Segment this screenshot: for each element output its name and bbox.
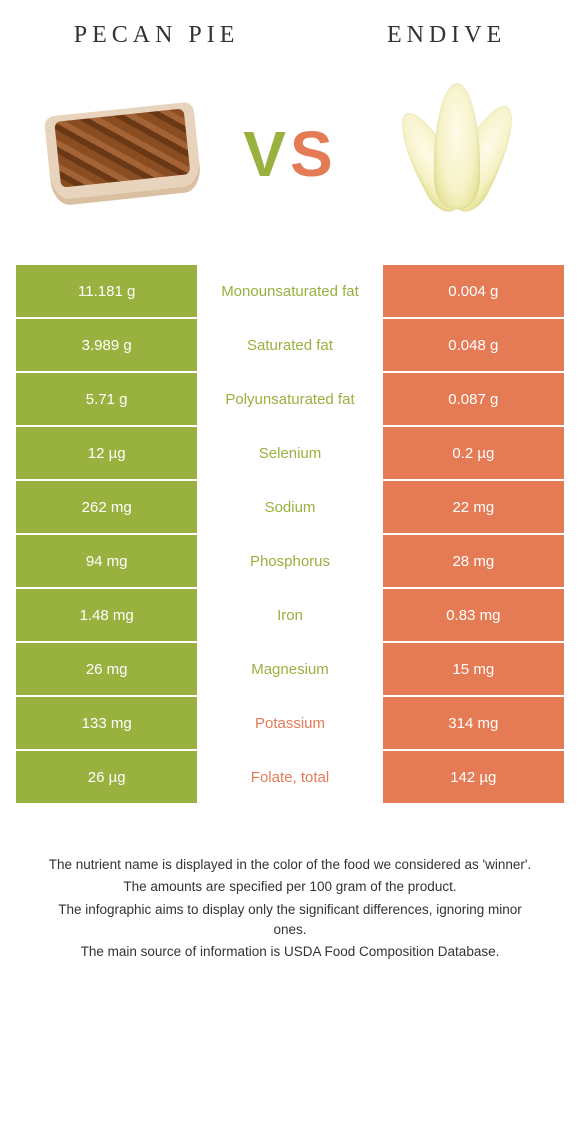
table-row: 12 µgSelenium0.2 µg (16, 427, 564, 481)
right-value: 0.087 g (383, 373, 564, 425)
left-value: 26 mg (16, 643, 199, 695)
vs-v: V (243, 118, 290, 190)
right-food-image (372, 69, 542, 239)
right-value: 22 mg (383, 481, 564, 533)
table-row: 94 mgPhosphorus28 mg (16, 535, 564, 589)
left-value: 12 µg (16, 427, 199, 479)
left-value: 94 mg (16, 535, 199, 587)
nutrient-label: Iron (199, 589, 382, 641)
table-row: 26 mgMagnesium15 mg (16, 643, 564, 697)
nutrition-table: 11.181 gMonounsaturated fat0.004 g3.989 … (16, 263, 564, 805)
table-row: 262 mgSodium22 mg (16, 481, 564, 535)
nutrient-label: Selenium (199, 427, 382, 479)
footnote-line: The nutrient name is displayed in the co… (40, 855, 540, 875)
right-value: 142 µg (383, 751, 564, 803)
nutrient-label: Phosphorus (199, 535, 382, 587)
titles-row: Pecan pie Endive (0, 0, 580, 59)
footnotes: The nutrient name is displayed in the co… (0, 805, 580, 964)
vs-label: VS (243, 117, 336, 191)
endive-icon (382, 79, 532, 229)
left-value: 5.71 g (16, 373, 199, 425)
right-value: 15 mg (383, 643, 564, 695)
left-value: 11.181 g (16, 265, 199, 317)
nutrient-label: Folate, total (199, 751, 382, 803)
table-row: 5.71 gPolyunsaturated fat0.087 g (16, 373, 564, 427)
footnote-line: The amounts are specified per 100 gram o… (40, 877, 540, 897)
footnote-line: The main source of information is USDA F… (40, 942, 540, 962)
right-value: 0.048 g (383, 319, 564, 371)
left-value: 26 µg (16, 751, 199, 803)
right-value: 28 mg (383, 535, 564, 587)
table-row: 3.989 gSaturated fat0.048 g (16, 319, 564, 373)
left-value: 262 mg (16, 481, 199, 533)
right-value: 314 mg (383, 697, 564, 749)
table-row: 133 mgPotassium314 mg (16, 697, 564, 751)
left-title: Pecan pie (74, 22, 240, 49)
footnote-line: The infographic aims to display only the… (40, 900, 540, 941)
nutrient-label: Saturated fat (199, 319, 382, 371)
nutrient-label: Magnesium (199, 643, 382, 695)
right-value: 0.83 mg (383, 589, 564, 641)
table-row: 1.48 mgIron0.83 mg (16, 589, 564, 643)
left-value: 133 mg (16, 697, 199, 749)
nutrient-label: Potassium (199, 697, 382, 749)
images-row: VS (0, 59, 580, 263)
nutrient-label: Monounsaturated fat (199, 265, 382, 317)
nutrient-label: Sodium (199, 481, 382, 533)
left-value: 3.989 g (16, 319, 199, 371)
table-row: 11.181 gMonounsaturated fat0.004 g (16, 265, 564, 319)
left-food-image (38, 69, 208, 239)
table-row: 26 µgFolate, total142 µg (16, 751, 564, 805)
nutrient-label: Polyunsaturated fat (199, 373, 382, 425)
right-value: 0.004 g (383, 265, 564, 317)
right-title: Endive (387, 22, 506, 49)
right-value: 0.2 µg (383, 427, 564, 479)
pecan-pie-icon (43, 101, 202, 206)
left-value: 1.48 mg (16, 589, 199, 641)
vs-s: S (290, 118, 337, 190)
